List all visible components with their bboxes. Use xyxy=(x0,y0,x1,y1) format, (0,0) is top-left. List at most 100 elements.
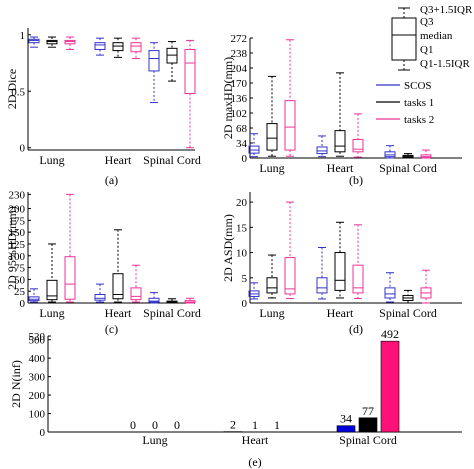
y-tick-label: 20 xyxy=(236,197,248,209)
box-iqr xyxy=(148,297,160,303)
bar-SCOS-SpinalCord xyxy=(336,425,356,433)
y-axis-label: 2D maxHD(mm) xyxy=(221,57,235,139)
box-iqr xyxy=(94,293,106,301)
box-iqr xyxy=(112,273,124,300)
y-tick-label: 50 xyxy=(14,274,26,286)
box-tasks2-Lung xyxy=(284,201,296,299)
x-category-label: Lung xyxy=(259,306,284,320)
legend-label-q3-iqr: Q3+1.5IQR xyxy=(420,4,473,16)
x-category-label: Heart xyxy=(105,306,132,320)
box-tasks1-SpinalCord xyxy=(166,41,178,82)
box-iqr xyxy=(166,47,178,64)
y-tick-label: 136 xyxy=(231,93,248,105)
panel-caption: (b) xyxy=(349,173,363,187)
box-iqr xyxy=(28,38,40,44)
y-tick-label: 25 xyxy=(14,286,26,298)
box-SCOS-Lung xyxy=(248,133,260,158)
box-tasks1-SpinalCord xyxy=(402,289,414,304)
y-tick-label: 10 xyxy=(236,248,248,260)
legend-series-scos: SCOS xyxy=(404,80,432,92)
box-iqr xyxy=(130,42,142,53)
panel-a: 0 0.5 1 2D Dice Lung Heart Spinal Cord (a) xyxy=(5,28,201,187)
box-tasks1-Heart xyxy=(112,229,124,303)
box-tasks1-Heart xyxy=(334,72,346,157)
x-category-label: Spinal Cord xyxy=(379,306,437,320)
panel-caption: (e) xyxy=(248,455,261,469)
box-tasks2-Heart xyxy=(352,113,364,158)
bar-value-label: 0 xyxy=(130,418,136,432)
x-category-label: Lung xyxy=(39,153,64,167)
bar-value-label: 77 xyxy=(362,404,374,418)
box-SCOS-Lung xyxy=(248,282,260,300)
y-tick-label: 175 xyxy=(9,215,26,227)
box-iqr xyxy=(266,277,278,294)
y-tick-label: 0 xyxy=(40,427,46,439)
y-tick-label: 520 xyxy=(29,331,46,343)
box-tasks2-SpinalCord xyxy=(184,39,196,149)
y-tick-label: 102 xyxy=(231,108,248,120)
bar-value-label: 492 xyxy=(381,327,399,341)
box-iqr xyxy=(334,130,346,153)
box-tasks1-Heart xyxy=(334,221,346,299)
y-tick-label: 34 xyxy=(236,138,248,150)
box-iqr xyxy=(334,252,346,291)
x-category-label: Lung xyxy=(142,433,167,447)
panel-caption: (a) xyxy=(105,173,118,187)
box-iqr xyxy=(130,287,142,301)
box-iqr xyxy=(284,257,296,295)
box-iqr xyxy=(384,151,396,158)
box-SCOS-SpinalCord xyxy=(384,272,396,303)
y-tick-label: 0 xyxy=(242,298,248,310)
box-tasks2-Heart xyxy=(352,224,364,299)
y-tick-label: 125 xyxy=(9,239,26,251)
y-tick-label: 75 xyxy=(14,263,26,275)
box-iqr xyxy=(148,50,160,72)
legend-label-q3: Q3 xyxy=(420,16,434,28)
bar-value-label: 1 xyxy=(274,418,280,432)
box-tasks1-Lung xyxy=(46,36,58,48)
y-tick-label: 0 xyxy=(20,298,26,310)
x-category-label: Lung xyxy=(39,306,64,320)
box-iqr xyxy=(184,48,196,95)
box-iqr xyxy=(316,277,328,294)
x-category-label: Spinal Cord xyxy=(143,153,201,167)
box-iqr xyxy=(316,146,328,155)
y-tick-label: 5 xyxy=(242,273,248,285)
y-tick-label: 100 xyxy=(29,409,46,421)
box-iqr xyxy=(46,39,58,45)
x-category-label: Heart xyxy=(327,306,354,320)
x-category-label: Spinal Cord xyxy=(379,161,437,175)
box-SCOS-SpinalCord xyxy=(148,292,160,304)
y-tick-label: 150 xyxy=(9,227,26,239)
legend-box xyxy=(391,17,417,61)
box-tasks1-Lung xyxy=(266,75,278,157)
box-iqr xyxy=(384,287,396,299)
y-tick-label: 0 xyxy=(20,143,26,155)
x-category-label: Heart xyxy=(327,161,354,175)
y-tick-label: 1 xyxy=(20,30,26,42)
y-tick-label: 300 xyxy=(29,372,46,384)
y-tick-label: 400 xyxy=(29,353,46,365)
y-tick-label: 230 xyxy=(9,189,26,201)
box-SCOS-Heart xyxy=(316,135,328,158)
y-axis-label: 2D Dice xyxy=(5,69,19,109)
bar-value-label: 34 xyxy=(340,412,352,426)
y-tick-label: 0 xyxy=(242,153,248,165)
box-iqr xyxy=(94,42,106,50)
box-tasks2-SpinalCord xyxy=(420,149,432,159)
x-category-label: Heart xyxy=(105,153,132,167)
box-tasks1-Lung xyxy=(46,243,58,303)
box-tasks1-SpinalCord xyxy=(402,153,414,159)
legend-label-median: median xyxy=(420,30,453,42)
legend: Q3+1.5IQR Q3 median Q1 Q1-1.5IQR SCOS ta… xyxy=(376,4,473,126)
bar-value-label: 2 xyxy=(230,418,236,432)
panel-caption: (c) xyxy=(105,322,118,336)
x-category-label: Lung xyxy=(259,161,284,175)
box-SCOS-SpinalCord xyxy=(384,145,396,159)
box-tasks2-SpinalCord xyxy=(184,297,196,304)
box-SCOS-Lung xyxy=(28,288,40,303)
box-iqr xyxy=(352,264,364,294)
box-SCOS-Heart xyxy=(94,283,106,303)
